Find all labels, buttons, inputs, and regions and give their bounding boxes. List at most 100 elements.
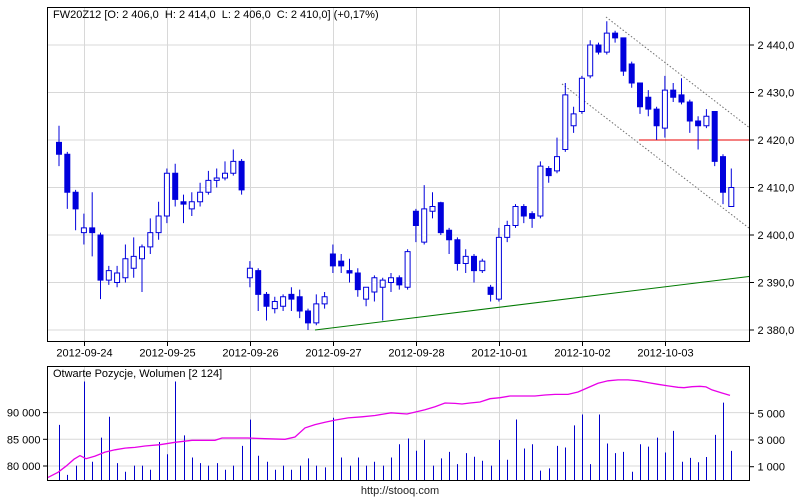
- price-tick-label: 2 380,0: [758, 325, 795, 337]
- candle-body: [280, 296, 287, 307]
- candle-body: [653, 108, 660, 127]
- candle-body: [56, 141, 62, 155]
- candle-body: [720, 156, 726, 193]
- candle-body: [205, 179, 212, 193]
- candle-body: [114, 272, 121, 283]
- candle-body: [612, 32, 619, 39]
- candle-body: [462, 255, 469, 264]
- candle-body: [412, 210, 419, 226]
- candle-body: [238, 160, 245, 191]
- candle-body: [64, 153, 71, 193]
- volume-tick-label: 1 000: [758, 462, 786, 474]
- candle-body: [711, 111, 718, 162]
- candle-body: [578, 77, 585, 112]
- open-positions-tick-label: 90 000: [7, 408, 41, 420]
- candle-body: [363, 286, 370, 300]
- candle-body: [554, 156, 560, 172]
- candle-body: [313, 303, 320, 324]
- candle-body: [487, 286, 494, 295]
- candle-body: [296, 296, 303, 312]
- candle-body: [620, 37, 627, 72]
- date-tick-label: 2012-09-26: [222, 348, 278, 360]
- price-tick-label: 2 390,0: [758, 278, 795, 290]
- candle-body: [421, 208, 428, 243]
- candle-body: [595, 44, 602, 53]
- candle-body: [520, 206, 527, 217]
- candle-body: [246, 267, 253, 279]
- candle-body: [504, 225, 511, 238]
- support-trendline: [314, 275, 751, 331]
- candle-body: [213, 177, 220, 181]
- volume-panel-border: [47, 366, 750, 481]
- price-panel-border: [47, 7, 750, 342]
- candle-body: [587, 44, 594, 77]
- date-tick-label: 2012-09-25: [139, 348, 195, 360]
- candle-body: [388, 277, 394, 283]
- channel-upper-line: [605, 16, 751, 129]
- price-tick-label: 2 440,0: [758, 40, 795, 52]
- candle-body: [230, 160, 237, 174]
- candle-body: [562, 94, 569, 150]
- price-tick-label: 2 410,0: [758, 183, 795, 195]
- candle-body: [645, 96, 652, 110]
- price-tick-label: 2 420,0: [758, 135, 795, 147]
- open-positions-tick-label: 80 000: [7, 461, 41, 473]
- candle-body: [197, 191, 204, 203]
- candle-body: [529, 213, 536, 219]
- candle-body: [80, 227, 87, 234]
- candle-body: [728, 187, 735, 207]
- candle-body: [329, 253, 336, 267]
- candle-body: [437, 202, 444, 234]
- candle-body: [429, 206, 436, 212]
- candle-body: [379, 279, 386, 288]
- candle-body: [678, 94, 685, 103]
- candle-body: [338, 260, 345, 267]
- candle-body: [122, 258, 129, 279]
- candle-body: [545, 168, 552, 177]
- candle-body: [180, 201, 187, 205]
- candle-body: [89, 227, 96, 234]
- date-tick-label: 2012-10-01: [471, 348, 527, 360]
- candle-body: [172, 172, 179, 200]
- candle-body: [537, 165, 544, 217]
- candle-body: [686, 101, 693, 122]
- candle-body: [188, 201, 195, 210]
- candle-body: [695, 120, 702, 127]
- watermark-url: http://stooq.com: [360, 485, 440, 497]
- date-tick-label: 2012-10-03: [637, 348, 693, 360]
- candle-body: [628, 63, 635, 84]
- candle-body: [354, 272, 361, 291]
- candle-body: [321, 296, 328, 305]
- candle-body: [288, 293, 295, 300]
- candle-body: [603, 32, 610, 53]
- candle-body: [346, 270, 353, 274]
- candle-body: [263, 293, 270, 307]
- volume-tick-label: 3 000: [758, 435, 786, 447]
- date-tick-label: 2012-09-28: [388, 348, 444, 360]
- volume-panel-title: Otwarte Pozycje, Wolumen [2 124]: [53, 368, 223, 380]
- open-positions-tick-label: 85 000: [7, 434, 41, 446]
- candle-body: [147, 232, 154, 248]
- candle-body: [371, 277, 378, 293]
- candle-body: [396, 277, 403, 286]
- date-tick-label: 2012-09-24: [56, 348, 112, 360]
- candle-body: [661, 89, 668, 129]
- candle-body: [305, 310, 311, 324]
- candle-body: [130, 255, 137, 269]
- instrument-ohlc-title: FW20Z12 [O: 2 406,0 H: 2 414,0 L: 2 406,…: [53, 9, 379, 21]
- candle-body: [155, 215, 162, 234]
- candle-body: [637, 82, 643, 108]
- candle-body: [72, 191, 79, 210]
- volume-tick-label: 5 000: [758, 408, 786, 420]
- channel-lower-line: [561, 83, 751, 230]
- candle-body: [479, 260, 486, 272]
- candle-body: [97, 234, 104, 281]
- date-tick-label: 2012-10-02: [554, 348, 610, 360]
- candle-body: [670, 89, 677, 98]
- candle-body: [255, 270, 262, 295]
- price-tick-label: 2 400,0: [758, 230, 795, 242]
- candle-body: [570, 113, 577, 127]
- candle-body: [105, 270, 112, 281]
